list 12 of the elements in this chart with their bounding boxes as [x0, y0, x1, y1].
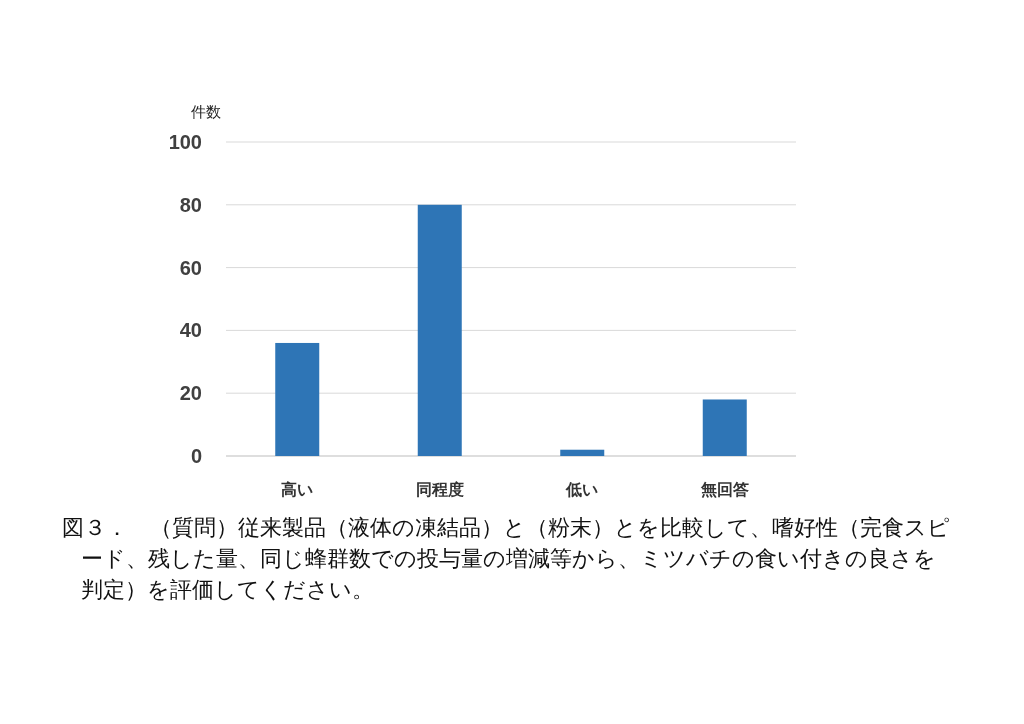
x-tick-label: 低い	[565, 481, 599, 498]
x-tick-label: 同程度	[415, 480, 464, 498]
x-tick-label: 高い	[281, 480, 314, 498]
y-tick-label: 20	[179, 382, 202, 405]
y-tick-label: 60	[179, 256, 202, 279]
y-tick-label: 0	[190, 445, 202, 467]
y-tick-label: 80	[179, 193, 202, 216]
y-tick-label: 100	[168, 131, 202, 153]
y-axis-title: 件数	[191, 103, 221, 120]
y-tick-label: 40	[179, 319, 202, 342]
caption: 図３． （質問）従来製品（液体の凍結品）と（粉末）とを比較して、嗜好性（完食スピード、残した量、同じ蜂群数での投与量の増減等から、ミツバチの食い付きの良さを判定）を評価してください。	[62, 514, 951, 604]
x-tick-label: 無回答	[699, 481, 749, 499]
